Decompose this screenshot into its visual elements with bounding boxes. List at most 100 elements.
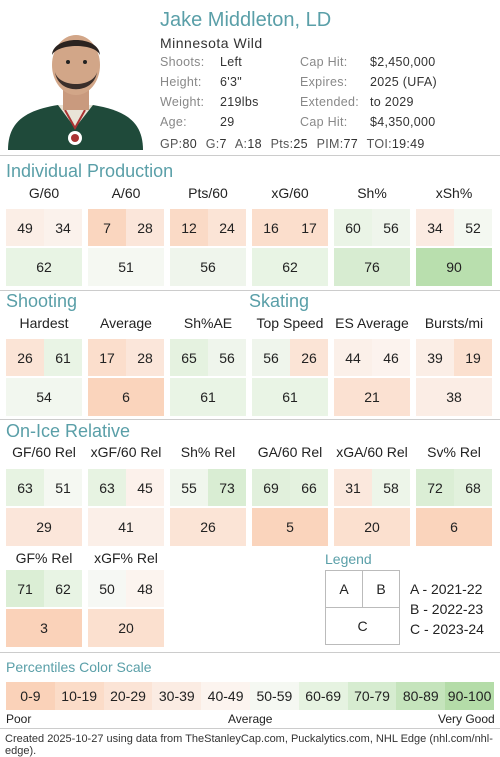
metric-label: Pts/60 (188, 185, 228, 201)
scale-label-poor: Poor (6, 712, 32, 726)
metric-cell-c: 5 (252, 508, 328, 546)
metric-cell-a: 31 (334, 469, 372, 506)
metric-cell-a: 65 (170, 339, 208, 376)
scale-bin: 10-19 (54, 682, 104, 710)
bio-value: 6'3" (220, 75, 242, 89)
section-title-individual: Individual Production (6, 161, 174, 181)
scale-bin: 0-9 (6, 682, 55, 710)
bio-label: Shoots: (160, 55, 205, 69)
stat-label: TOI: (366, 137, 392, 151)
legend-box-a: A (325, 570, 363, 608)
metric-cell-b: 28 (126, 209, 164, 246)
metric-cell-a: 56 (252, 339, 290, 376)
metric-cell-b: 17 (290, 209, 328, 246)
player-photo (3, 10, 148, 150)
metric-cell-b: 28 (126, 339, 164, 376)
scale-bin: 60-69 (298, 682, 348, 710)
metric-cell-b: 26 (290, 339, 328, 376)
metric-cell-b: 66 (290, 469, 328, 506)
stat-value: 18 (247, 137, 262, 151)
metric-cell-c: 38 (416, 378, 492, 416)
bio-value: $2,450,000 (370, 55, 436, 69)
metric-cell-c: 20 (88, 609, 164, 647)
stat-label: GP: (160, 137, 183, 151)
metric-cell-c: 62 (252, 248, 328, 286)
scale-bin: 30-39 (152, 682, 202, 710)
bio-right: Cap Hit: $2,450,000 Expires: 2025 (UFA) Ex… (300, 55, 495, 135)
metric-cell-b: 34 (44, 209, 82, 246)
metric-cell-c: 21 (334, 378, 410, 416)
metric-cell-b: 68 (454, 469, 492, 506)
metric-cell-a: 63 (88, 469, 126, 506)
metric-label: ES Average (335, 315, 409, 331)
metric-cell-b: 24 (208, 209, 246, 246)
metric-label: GF/60 Rel (12, 444, 76, 460)
player-name: Jake Middleton, LD (160, 9, 332, 31)
section-title-skating: Skating (249, 291, 310, 311)
stat-value: 77 (343, 137, 359, 151)
scale-bin: 90-100 (445, 682, 494, 710)
metric-cell-b: 56 (208, 339, 246, 376)
metric-cell-c: 6 (88, 378, 164, 416)
scale-label-good: Very Good (438, 712, 495, 726)
stat-label: PIM: (316, 137, 344, 151)
metric-cell-a: 50 (88, 570, 126, 607)
legend-item: B - 2022-23 (410, 601, 484, 617)
metric-cell-c: 20 (334, 508, 410, 546)
metric-cell-c: 29 (6, 508, 82, 546)
stat-label: A: (234, 137, 248, 151)
metric-label: A/60 (111, 185, 141, 201)
bio-value: 2025 (UFA) (370, 75, 437, 89)
divider (0, 419, 500, 420)
stat-value: 19:49 (391, 137, 425, 151)
bio-label: Expires: (300, 75, 348, 89)
metric-label: xGF/60 Rel (90, 444, 162, 460)
metric-cell-b: 62 (44, 570, 82, 607)
metric-label: G/60 (28, 185, 60, 201)
metric-label: Hardest (19, 315, 69, 331)
legend-box-c: C (325, 607, 400, 645)
bio-label: Extended: (300, 95, 359, 109)
scale-bin: 50-59 (250, 682, 299, 710)
bio-value: $4,350,000 (370, 115, 436, 129)
metric-label: Bursts/mi (424, 315, 484, 331)
metric-cell-c: 51 (88, 248, 164, 286)
scale-bin: 70-79 (347, 682, 397, 710)
metric-cell-b: 48 (126, 570, 164, 607)
metric-cell-a: 16 (252, 209, 290, 246)
footer-credits: Created 2025-10-27 using data from TheSt… (5, 733, 493, 757)
metric-cell-a: 49 (6, 209, 44, 246)
bio-label: Weight: (160, 95, 205, 109)
bio-label: Height: (160, 75, 202, 89)
divider (0, 155, 500, 156)
metric-cell-b: 56 (372, 209, 410, 246)
metric-label: Sh% (357, 185, 387, 201)
metric-cell-b: 73 (208, 469, 246, 506)
metric-cell-a: 12 (170, 209, 208, 246)
metric-cell-c: 76 (334, 248, 410, 286)
metric-label: Average (100, 315, 152, 331)
stat-value: 25 (293, 137, 308, 151)
stat-label: Pts: (270, 137, 294, 151)
metric-cell-c: 90 (416, 248, 492, 286)
section-title-shooting: Shooting (6, 291, 78, 311)
metric-cell-b: 51 (44, 469, 82, 506)
metric-cell-b: 58 (372, 469, 410, 506)
metric-cell-b: 19 (454, 339, 492, 376)
bio-value: to 2029 (370, 95, 414, 109)
divider (0, 652, 500, 653)
legend-box-b: B (362, 570, 400, 608)
metric-label: xSh% (435, 185, 473, 201)
divider (0, 290, 500, 291)
bio-value: 219lbs (220, 95, 259, 109)
metric-label: Top Speed (256, 315, 324, 331)
metric-cell-c: 56 (170, 248, 246, 286)
metric-cell-c: 54 (6, 378, 82, 416)
metric-label: Sh%AE (183, 315, 233, 331)
metric-label: xGA/60 Rel (336, 444, 408, 460)
metric-cell-a: 26 (6, 339, 44, 376)
metric-cell-c: 61 (252, 378, 328, 416)
stat-label: G: (205, 137, 220, 151)
metric-cell-c: 62 (6, 248, 82, 286)
bio-label: Cap Hit: (300, 55, 348, 69)
